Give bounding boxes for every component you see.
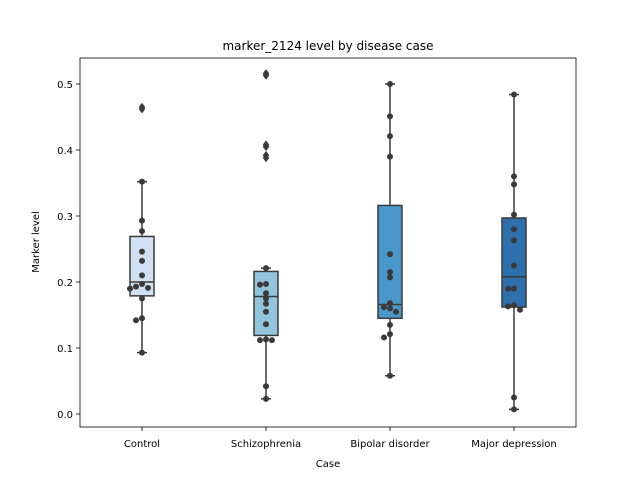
y-tick-label: 0.0 bbox=[57, 410, 73, 421]
box-group bbox=[377, 83, 403, 377]
data-point bbox=[505, 303, 511, 310]
data-point bbox=[387, 251, 393, 258]
data-point bbox=[511, 91, 517, 98]
data-point bbox=[263, 383, 269, 390]
data-point bbox=[133, 283, 139, 290]
x-axis: Control Schizophrenia Bipolar disorder Majo… bbox=[124, 427, 557, 450]
data-point bbox=[263, 295, 269, 302]
y-tick-label: 0.5 bbox=[57, 80, 73, 91]
data-point bbox=[387, 321, 393, 328]
data-point bbox=[505, 285, 511, 292]
data-point bbox=[263, 308, 269, 315]
data-point bbox=[139, 272, 145, 279]
y-tick-label: 0.4 bbox=[57, 146, 73, 157]
data-point bbox=[387, 113, 393, 120]
data-point bbox=[263, 321, 269, 328]
data-point bbox=[511, 173, 517, 180]
data-point bbox=[139, 295, 145, 302]
data-point bbox=[381, 334, 387, 341]
data-point bbox=[511, 285, 517, 292]
x-tick-label: Bipolar disorder bbox=[350, 439, 430, 450]
data-point bbox=[263, 290, 269, 297]
data-point bbox=[387, 274, 393, 281]
data-point bbox=[139, 178, 145, 185]
data-point bbox=[139, 248, 145, 255]
y-tick-label: 0.2 bbox=[57, 278, 73, 289]
data-point bbox=[387, 269, 393, 276]
outlier-marker bbox=[262, 71, 270, 80]
data-point bbox=[139, 257, 145, 264]
data-point bbox=[257, 337, 263, 344]
data-point bbox=[139, 349, 145, 356]
box-group bbox=[129, 102, 155, 354]
x-axis-label: Case bbox=[316, 459, 340, 470]
data-point bbox=[511, 406, 517, 413]
data-point bbox=[127, 285, 133, 292]
data-point bbox=[387, 81, 393, 87]
y-axis: 0.0 0.1 0.2 0.3 0.4 0.5 bbox=[57, 80, 80, 421]
outlier-marker bbox=[262, 153, 270, 163]
data-point bbox=[263, 336, 269, 343]
data-point bbox=[257, 281, 263, 288]
data-point bbox=[511, 181, 517, 188]
data-point bbox=[139, 280, 145, 287]
plot-area-frame bbox=[79, 57, 577, 428]
data-point bbox=[387, 153, 393, 160]
data-point bbox=[511, 394, 517, 401]
data-point bbox=[511, 226, 517, 233]
data-point bbox=[387, 305, 393, 312]
data-point bbox=[263, 280, 269, 287]
data-point bbox=[381, 304, 387, 311]
box-iqr bbox=[377, 204, 403, 320]
chart-title: marker_2124 level by disease case bbox=[222, 39, 433, 53]
data-point bbox=[139, 228, 145, 235]
y-tick-label: 0.1 bbox=[57, 344, 73, 355]
data-point bbox=[133, 317, 139, 324]
data-point bbox=[511, 237, 517, 244]
data-point bbox=[387, 372, 393, 379]
data-point bbox=[263, 300, 269, 307]
x-tick-label: Control bbox=[124, 439, 160, 450]
x-tick-label: Major depression bbox=[471, 439, 557, 450]
data-point bbox=[387, 331, 393, 338]
data-point bbox=[511, 211, 517, 218]
data-point bbox=[517, 306, 523, 313]
x-tick-label: Schizophrenia bbox=[231, 439, 301, 450]
data-point bbox=[269, 337, 275, 344]
boxes-layer bbox=[129, 69, 527, 411]
data-point bbox=[263, 395, 269, 402]
data-point bbox=[387, 133, 393, 140]
data-point bbox=[139, 315, 145, 322]
data-point bbox=[139, 217, 145, 224]
outlier-marker bbox=[262, 142, 270, 152]
outlier-marker bbox=[138, 104, 146, 114]
points-layer bbox=[127, 81, 523, 413]
data-point bbox=[511, 262, 517, 269]
y-axis-label: Marker level bbox=[31, 211, 42, 273]
data-point bbox=[263, 265, 269, 272]
y-tick-label: 0.3 bbox=[57, 212, 73, 223]
data-point bbox=[387, 300, 393, 307]
data-point bbox=[145, 284, 151, 291]
data-point bbox=[393, 308, 399, 315]
data-point bbox=[511, 302, 517, 309]
